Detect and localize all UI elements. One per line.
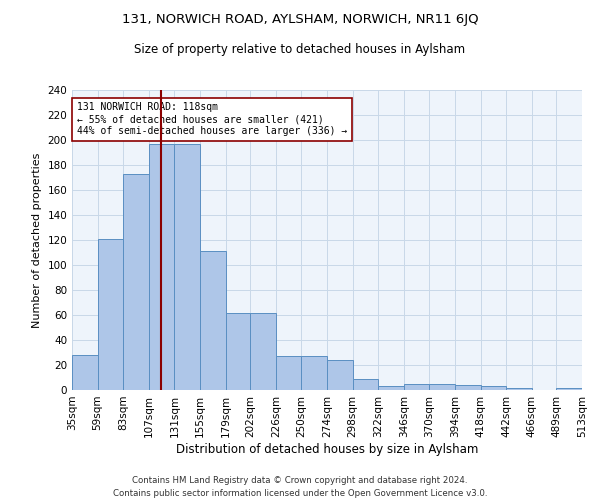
Bar bbox=[200, 251, 226, 390]
Bar bbox=[430, 384, 455, 390]
Bar bbox=[556, 388, 582, 390]
Bar bbox=[98, 239, 123, 390]
Bar bbox=[404, 384, 430, 390]
Bar bbox=[276, 356, 301, 390]
Bar bbox=[481, 386, 506, 390]
Y-axis label: Number of detached properties: Number of detached properties bbox=[32, 152, 42, 328]
Bar bbox=[353, 379, 378, 390]
Bar bbox=[455, 385, 481, 390]
Bar bbox=[226, 312, 250, 390]
Bar bbox=[149, 144, 175, 390]
Bar bbox=[378, 386, 404, 390]
Text: 131, NORWICH ROAD, AYLSHAM, NORWICH, NR11 6JQ: 131, NORWICH ROAD, AYLSHAM, NORWICH, NR1… bbox=[122, 12, 478, 26]
Text: 131 NORWICH ROAD: 118sqm
← 55% of detached houses are smaller (421)
44% of semi-: 131 NORWICH ROAD: 118sqm ← 55% of detach… bbox=[77, 102, 347, 136]
Bar bbox=[175, 144, 200, 390]
Text: Contains HM Land Registry data © Crown copyright and database right 2024.
Contai: Contains HM Land Registry data © Crown c… bbox=[113, 476, 487, 498]
Bar bbox=[301, 356, 327, 390]
Text: Size of property relative to detached houses in Aylsham: Size of property relative to detached ho… bbox=[134, 42, 466, 56]
Bar bbox=[72, 355, 98, 390]
Bar bbox=[123, 174, 149, 390]
Bar bbox=[250, 312, 276, 390]
Bar bbox=[506, 388, 532, 390]
X-axis label: Distribution of detached houses by size in Aylsham: Distribution of detached houses by size … bbox=[176, 442, 478, 456]
Bar bbox=[327, 360, 353, 390]
